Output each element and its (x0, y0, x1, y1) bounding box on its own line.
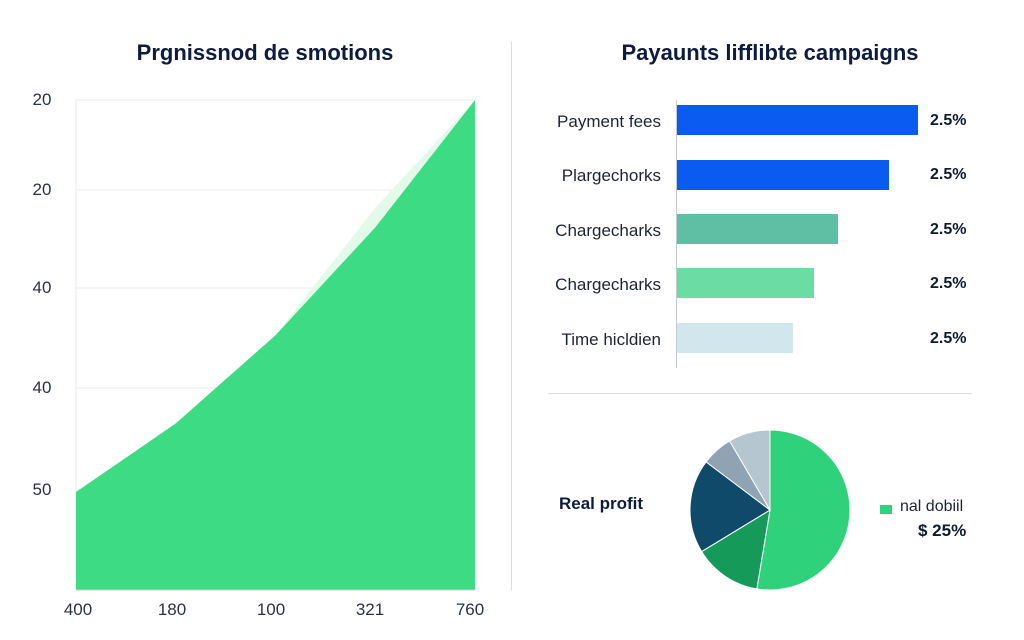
bar-category-label: Payment fees (557, 112, 661, 131)
bar-chart-title: Payaunts lifflibte campaigns (621, 40, 919, 65)
x-tick-label: 400 (63, 600, 93, 619)
bar (677, 323, 793, 353)
bar (677, 214, 839, 244)
pie-slice (689, 461, 771, 553)
pie-slice (700, 509, 771, 590)
pie-chart-label: Real profit (559, 494, 644, 513)
area-series-front (76, 100, 475, 590)
pie-slice (756, 429, 851, 591)
bar-category-label: Plargechorks (561, 166, 661, 185)
bar-value-label: 2.5% (930, 330, 967, 347)
panel-divider-horizontal (548, 393, 972, 394)
bar-value-label: 2.5% (930, 221, 967, 238)
legend-entry-name: nal dobiil (900, 498, 964, 515)
legend-entry-value: $ 25% (918, 521, 967, 540)
x-tick-label: 760 (455, 600, 485, 619)
x-tick-label: 100 (256, 600, 286, 619)
x-tick-label: 180 (157, 600, 187, 619)
bar-category-label: Chargecharks (555, 275, 661, 294)
y-tick-label: 20 (32, 180, 52, 199)
y-tick-label: 40 (32, 378, 52, 397)
x-tick-label: 321 (355, 600, 385, 619)
y-tick-label: 40 (32, 278, 52, 297)
bar (677, 160, 890, 190)
bar-value-label: 2.5% (930, 275, 967, 292)
area-chart-title: Prgnissnod de smotions (136, 40, 394, 65)
y-tick-label: 50 (32, 480, 52, 499)
bar-category-label: Chargecharks (555, 221, 661, 240)
panel-divider-vertical (511, 42, 512, 590)
bar-value-label: 2.5% (930, 112, 967, 129)
bar (677, 105, 918, 135)
bar-category-label: Time hicldien (561, 330, 661, 349)
pie-slice (728, 429, 771, 512)
legend-swatch (880, 505, 892, 514)
bar-value-label: 2.5% (930, 166, 967, 183)
y-tick-label: 20 (32, 90, 52, 109)
bar-axis-line (676, 100, 677, 368)
bar (677, 268, 815, 298)
